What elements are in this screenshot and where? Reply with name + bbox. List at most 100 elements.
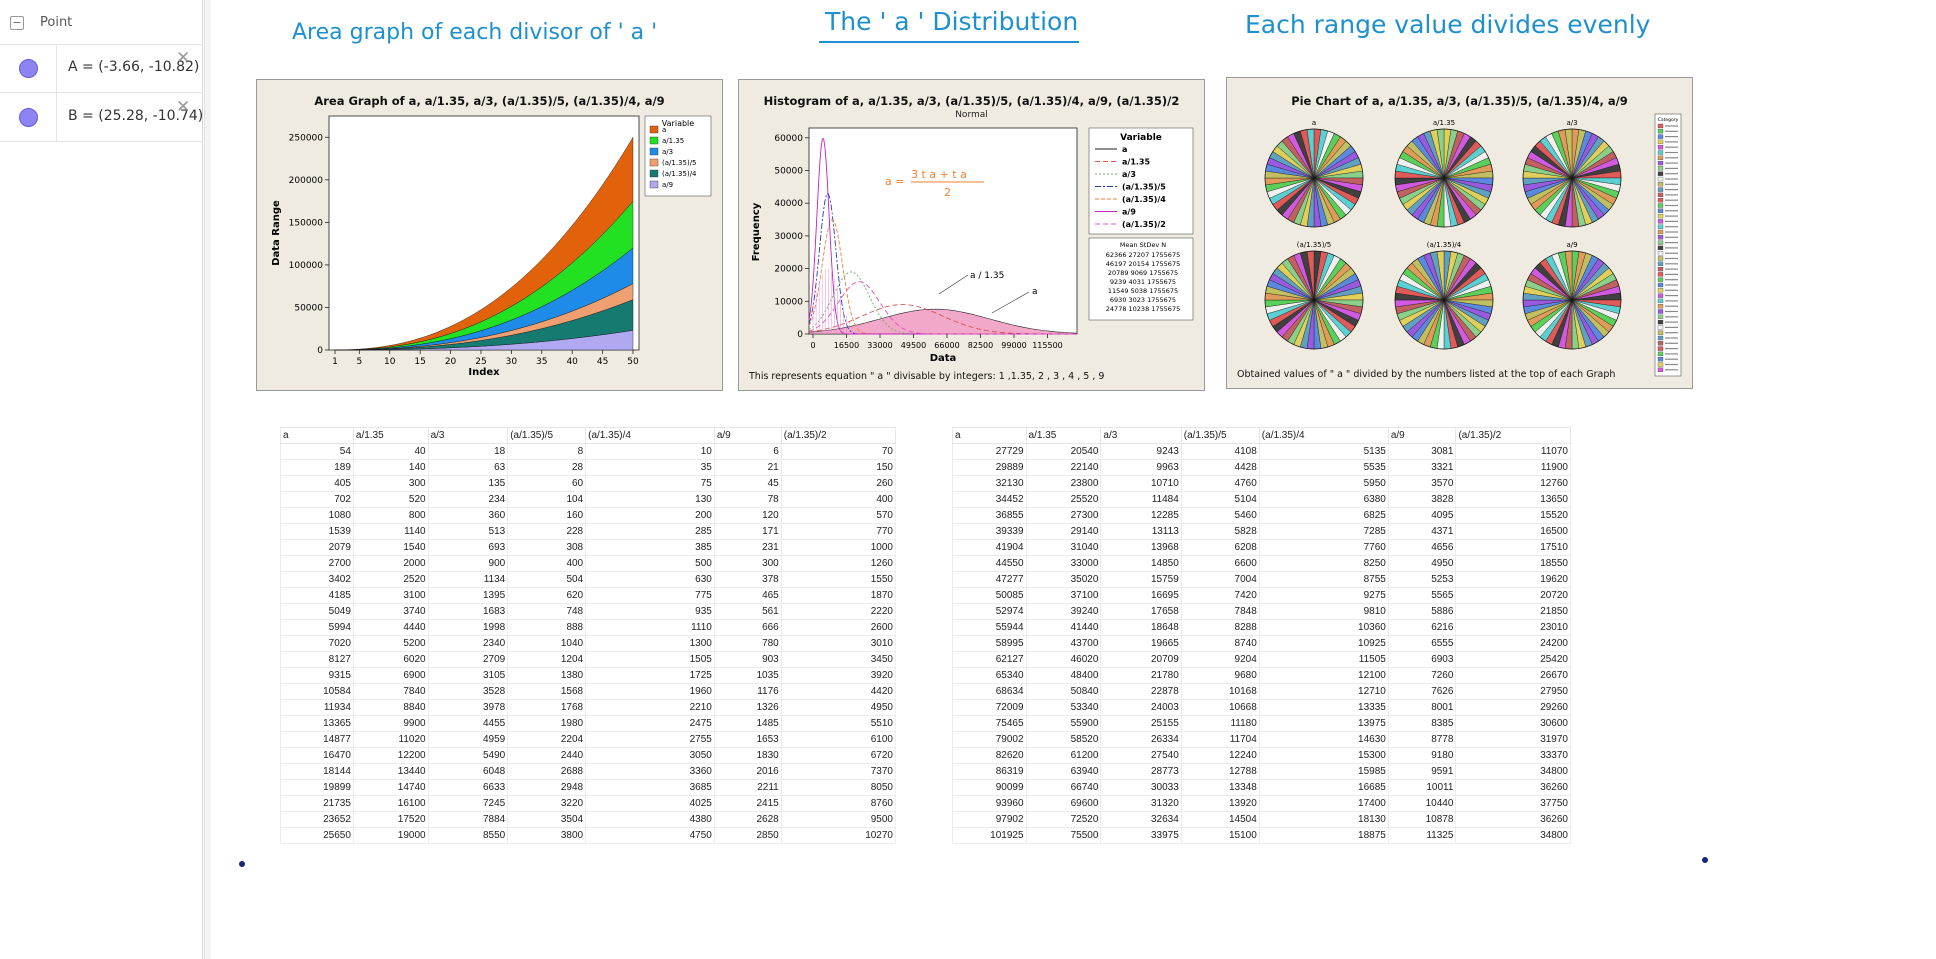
table-cell[interactable]: 5104 [1180,491,1260,508]
table-cell[interactable]: 9591 [1387,763,1457,780]
table-cell[interactable]: 10 [585,443,715,460]
algebra-item-A[interactable]: A = (-3.66, -10.82) ✕ [0,44,202,93]
table-cell[interactable]: 1080 [280,507,354,524]
table-cell[interactable]: 300 [713,555,782,572]
table-cell[interactable]: 29260 [1455,699,1571,716]
table-row[interactable]: 21735 16100 7245 3220 4025 2415 8760 [280,795,897,812]
table-cell[interactable]: 23800 [1025,475,1102,492]
table-row[interactable]: 50085 37100 16695 7420 9275 5565 20720 [952,587,1571,604]
table-row[interactable]: 62127 46020 20709 9204 11505 6903 25420 [952,651,1571,668]
table-cell[interactable]: 18875 [1258,827,1389,844]
table-row[interactable]: 44550 33000 14850 6600 8250 4950 18550 [952,555,1571,572]
table-cell[interactable]: 10440 [1387,795,1457,812]
table-cell[interactable]: 34800 [1455,827,1571,844]
table-cell[interactable]: 1395 [427,587,509,604]
table-cell[interactable]: 8755 [1258,571,1389,588]
table-row[interactable]: 11934 8840 3978 1768 2210 1326 4950 [280,699,897,716]
table-row[interactable]: 72009 53340 24003 10668 13335 8001 29260 [952,699,1571,716]
table-cell[interactable]: 31320 [1100,795,1182,812]
table-cell[interactable]: 903 [713,651,782,668]
table-cell[interactable]: 50840 [1025,683,1102,700]
table-cell[interactable]: 5828 [1180,523,1260,540]
table-cell[interactable]: 18 [427,443,509,460]
table-cell[interactable]: 231 [713,539,782,556]
table-row[interactable]: 39339 29140 13113 5828 7285 4371 16500 [952,523,1571,540]
table-cell[interactable]: 93960 [952,795,1027,812]
table-cell[interactable]: 8550 [427,827,509,844]
table-cell[interactable]: 4750 [585,827,715,844]
table-cell[interactable]: 4371 [1387,523,1457,540]
table-row[interactable]: 55944 41440 18648 8288 10360 6216 23010 [952,619,1571,636]
table-cell[interactable]: 7840 [352,683,429,700]
title-area-graph[interactable]: Area graph of each divisor of ' a ' [292,20,658,45]
table-cell[interactable]: 2700 [280,555,354,572]
table-cell[interactable]: 53340 [1025,699,1102,716]
table-cell[interactable]: 39339 [952,523,1027,540]
table-cell[interactable]: 1960 [585,683,715,700]
table-cell[interactable]: 4959 [427,731,509,748]
table-cell[interactable]: 10878 [1387,811,1457,828]
table-row[interactable]: 32130 23800 10710 4760 5950 3570 12760 [952,475,1571,492]
table-cell[interactable]: 55944 [952,619,1027,636]
table-row[interactable]: 29889 22140 9963 4428 5535 3321 11900 [952,459,1571,476]
table-cell[interactable]: 5950 [1258,475,1389,492]
table-cell[interactable]: 2340 [427,635,509,652]
table-cell[interactable]: 26334 [1100,731,1182,748]
table-cell[interactable]: 385 [585,539,715,556]
table-cell[interactable]: 15759 [1100,571,1182,588]
histogram-image[interactable]: Histogram of a, a/1.35, a/3, (a/1.35)/5,… [738,79,1205,391]
table-cell[interactable]: 140 [352,459,429,476]
table-cell[interactable]: 4108 [1180,443,1260,460]
column-header[interactable]: a/1.35 [1025,427,1102,444]
table-cell[interactable]: 10584 [280,683,354,700]
table-cell[interactable]: 11180 [1180,715,1260,732]
table-cell[interactable]: 32634 [1100,811,1182,828]
table-cell[interactable]: 1485 [713,715,782,732]
table-cell[interactable]: 2755 [585,731,715,748]
table-cell[interactable]: 45 [713,475,782,492]
table-cell[interactable]: 27729 [952,443,1027,460]
table-row[interactable]: 702 520 234 104 130 78 400 [280,491,897,508]
table-cell[interactable]: 10710 [1100,475,1182,492]
table-cell[interactable]: 97902 [952,811,1027,828]
table-cell[interactable]: 7020 [280,635,354,652]
table-row[interactable]: 189 140 63 28 35 21 150 [280,459,897,476]
table-cell[interactable]: 13975 [1258,715,1389,732]
table-cell[interactable]: 3828 [1387,491,1457,508]
table-cell[interactable]: 54 [280,443,354,460]
table-cell[interactable]: 39240 [1025,603,1102,620]
table-cell[interactable]: 5253 [1387,571,1457,588]
table-cell[interactable]: 620 [507,587,587,604]
table-cell[interactable]: 18648 [1100,619,1182,636]
table-cell[interactable]: 2688 [507,763,587,780]
table-cell[interactable]: 11484 [1100,491,1182,508]
table-cell[interactable]: 33370 [1455,747,1571,764]
table-cell[interactable]: 6633 [427,779,509,796]
table-cell[interactable]: 18550 [1455,555,1571,572]
table-row[interactable]: 79002 58520 26334 11704 14630 8778 31970 [952,731,1571,748]
table-cell[interactable]: 3081 [1387,443,1457,460]
table-cell[interactable]: 513 [427,523,509,540]
table-cell[interactable]: 9243 [1100,443,1182,460]
table-cell[interactable]: 90099 [952,779,1027,796]
table-row[interactable]: 2079 1540 693 308 385 231 1000 [280,539,897,556]
table-cell[interactable]: 3100 [352,587,429,604]
table-cell[interactable]: 1260 [780,555,897,572]
table-cell[interactable]: 2211 [713,779,782,796]
algebra-item-label[interactable]: A = (-3.66, -10.82) [68,59,200,75]
table-cell[interactable]: 86319 [952,763,1027,780]
table-cell[interactable]: 14740 [352,779,429,796]
table-cell[interactable]: 2600 [780,619,897,636]
table-cell[interactable]: 693 [427,539,509,556]
table-cell[interactable]: 4656 [1387,539,1457,556]
table-cell[interactable]: 3010 [780,635,897,652]
table-cell[interactable]: 25420 [1455,651,1571,668]
table-cell[interactable]: 8288 [1180,619,1260,636]
table-cell[interactable]: 11505 [1258,651,1389,668]
table-cell[interactable]: 10270 [780,827,897,844]
table-cell[interactable]: 33975 [1100,827,1182,844]
table-cell[interactable]: 780 [713,635,782,652]
column-header[interactable]: (a/1.35)/5 [1180,427,1260,444]
table-cell[interactable]: 27540 [1100,747,1182,764]
table-cell[interactable]: 17658 [1100,603,1182,620]
